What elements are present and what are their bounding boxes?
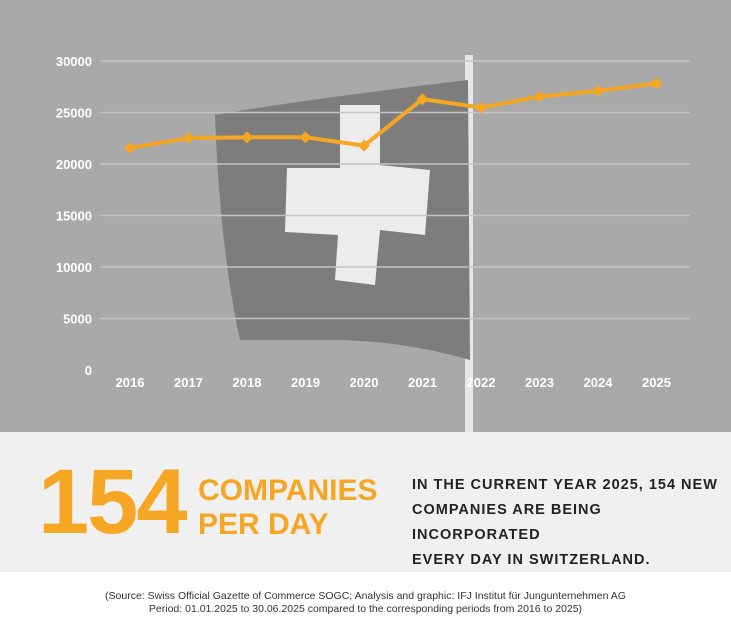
- x-tick-label: 2019: [291, 375, 320, 390]
- description-line: EVERY DAY IN SWITZERLAND.: [412, 552, 651, 568]
- unit-line-1: COMPANIES: [198, 474, 378, 507]
- y-tick-label: 5000: [63, 312, 92, 327]
- unit-line-2: PER DAY: [198, 508, 329, 541]
- x-tick-label: 2022: [467, 375, 496, 390]
- data-point-2022: [475, 101, 487, 114]
- data-point-2021: [416, 93, 429, 106]
- source-line: (Source: Swiss Official Gazette of Comme…: [105, 590, 626, 602]
- data-point-2018: [241, 131, 253, 144]
- x-tick-label: 2024: [584, 375, 614, 390]
- highlight-band: [0, 432, 731, 572]
- companies-per-day-number: 154: [38, 451, 187, 553]
- y-tick-label: 0: [85, 363, 92, 378]
- x-tick-label: 2016: [116, 375, 145, 390]
- y-tick-label: 15000: [56, 209, 92, 224]
- data-point-2019: [299, 131, 312, 144]
- data-point-2023: [533, 90, 546, 103]
- y-tick-label: 20000: [56, 157, 92, 172]
- y-tick-label: 25000: [56, 106, 92, 121]
- x-tick-label: 2021: [408, 375, 437, 390]
- companies-per-day-label: COMPANIES PER DAY: [198, 474, 377, 542]
- y-tick-label: 10000: [56, 260, 92, 275]
- flag-illustration: [215, 55, 473, 432]
- data-point-2025: [650, 77, 663, 90]
- line-chart: 0 5000 10000 15000 20000 25000 30000 2016 2017 20…: [56, 54, 690, 390]
- x-tick-label: 2025: [642, 375, 671, 390]
- source-line: Period: 01.01.2025 to 30.06.2025 compare…: [148, 603, 583, 615]
- data-point-2024: [592, 84, 604, 97]
- data-point-2020: [358, 139, 370, 152]
- x-tick-label: 2020: [350, 375, 379, 390]
- description: IN THE CURRENT YEAR 2025, 154 NEW COMPANI…: [412, 473, 731, 573]
- data-point-2016: [124, 142, 136, 155]
- x-tick-label: 2017: [174, 375, 203, 390]
- description-line: COMPANIES ARE BEING INCORPORATED: [412, 502, 602, 543]
- source-note: (Source: Swiss Official Gazette of Comme…: [0, 590, 731, 616]
- x-tick-label: 2023: [525, 375, 554, 390]
- description-line: IN THE CURRENT YEAR 2025, 154 NEW: [412, 477, 718, 493]
- data-point-2017: [182, 132, 195, 145]
- y-tick-label: 30000: [56, 54, 92, 69]
- x-tick-label: 2018: [233, 375, 262, 390]
- series-line: [129, 81, 657, 151]
